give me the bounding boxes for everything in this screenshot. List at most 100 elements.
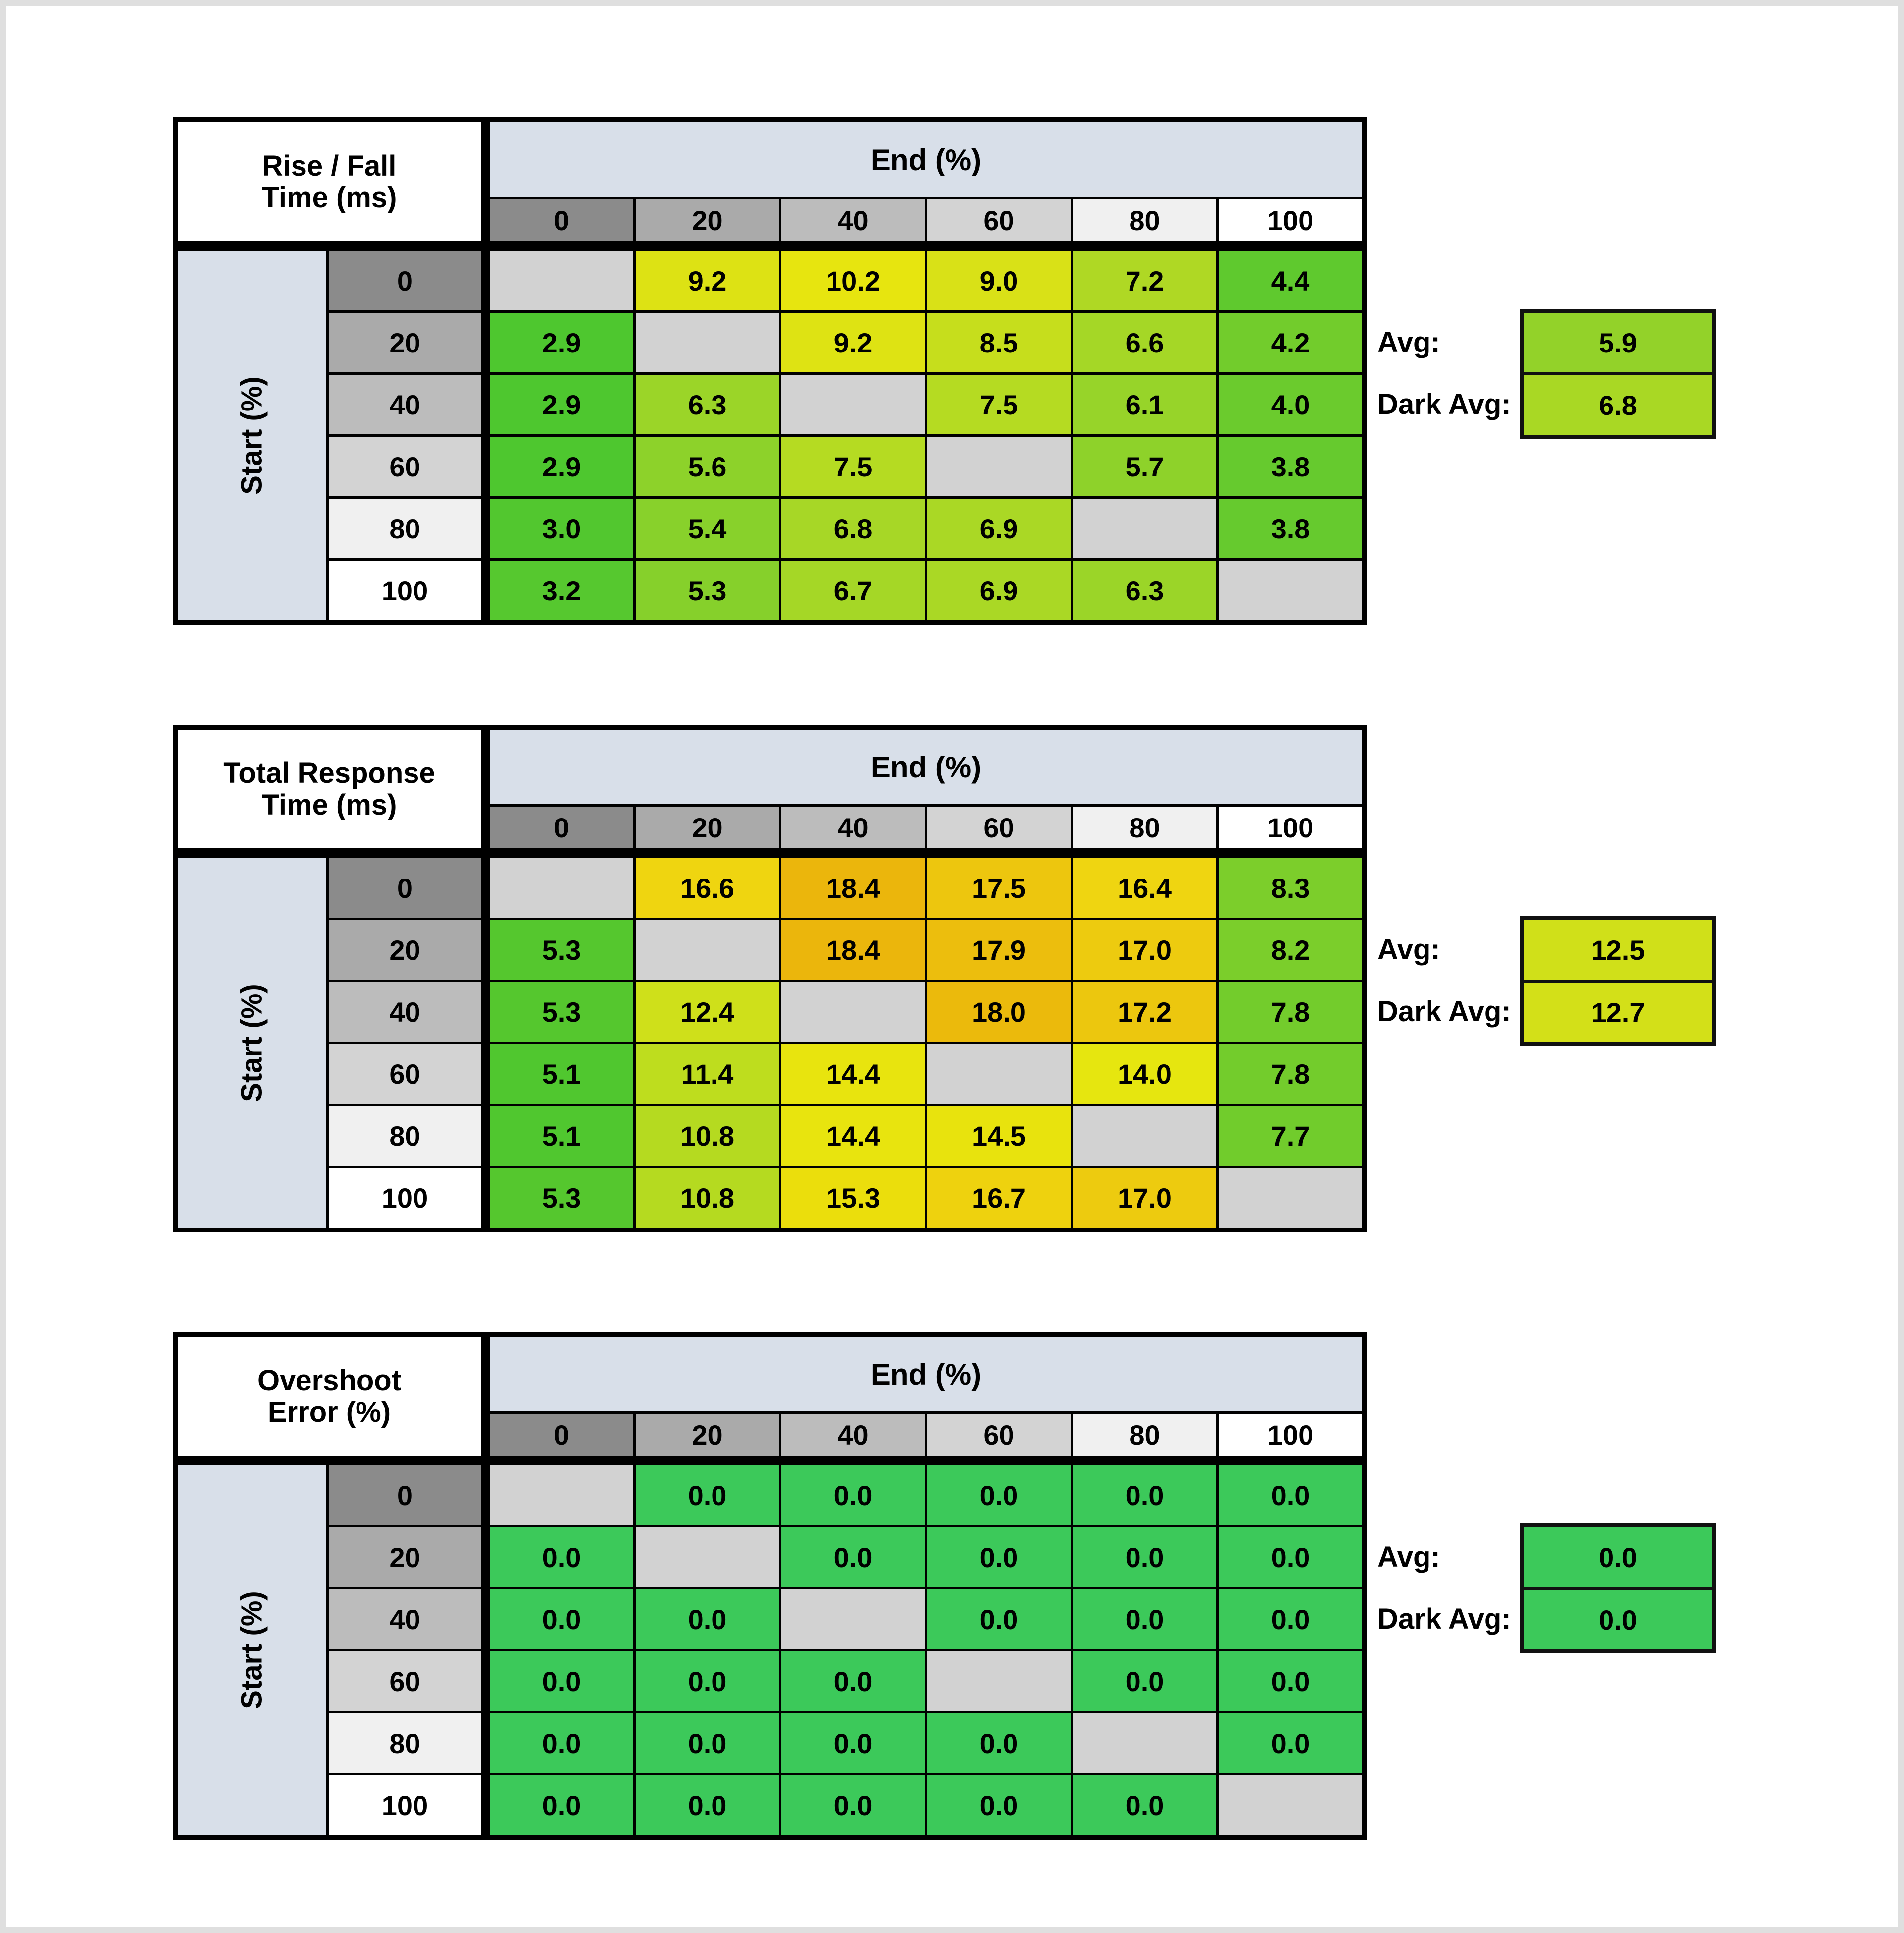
- heatmap-cell[interactable]: 17.5: [927, 858, 1071, 918]
- heatmap-cell[interactable]: 7.5: [781, 437, 925, 496]
- heatmap-cell[interactable]: 0.0: [1073, 1527, 1216, 1587]
- heatmap-cell[interactable]: 6.3: [636, 375, 779, 434]
- dark-avg-value-cell[interactable]: 12.7: [1524, 980, 1712, 1042]
- heatmap-cell[interactable]: 16.6: [636, 858, 779, 918]
- heatmap-cell[interactable]: 0.0: [490, 1589, 633, 1649]
- heatmap-cell[interactable]: 4.4: [1219, 251, 1362, 310]
- heatmap-cell[interactable]: 6.3: [1073, 561, 1216, 620]
- heatmap-cell[interactable]: 8.3: [1219, 858, 1362, 918]
- heatmap-cell[interactable]: 10.8: [636, 1106, 779, 1166]
- heatmap-cell[interactable]: 14.5: [927, 1106, 1071, 1166]
- table-title-line: Time (ms): [261, 181, 397, 214]
- heatmap-cell[interactable]: 7.8: [1219, 1044, 1362, 1104]
- heatmap-cell[interactable]: 3.8: [1219, 437, 1362, 496]
- heatmap-cell[interactable]: 17.2: [1073, 982, 1216, 1042]
- heatmap-cell[interactable]: 3.0: [490, 499, 633, 558]
- heatmap-cell[interactable]: 0.0: [490, 1713, 633, 1773]
- heatmap-cell[interactable]: 11.4: [636, 1044, 779, 1104]
- heatmap-cell[interactable]: 0.0: [1073, 1775, 1216, 1835]
- heatmap-cell[interactable]: 7.5: [927, 375, 1071, 434]
- heatmap-cell[interactable]: 17.0: [1073, 920, 1216, 980]
- heatmap-cell[interactable]: 12.4: [636, 982, 779, 1042]
- heatmap-cell[interactable]: 0.0: [636, 1775, 779, 1835]
- heatmap-cell[interactable]: 8.2: [1219, 920, 1362, 980]
- heatmap-cell[interactable]: 14.4: [781, 1044, 925, 1104]
- avg-value-cell[interactable]: 0.0: [1524, 1527, 1712, 1587]
- heatmap-cell[interactable]: 0.0: [927, 1713, 1071, 1773]
- heatmap-cell[interactable]: 0.0: [1219, 1527, 1362, 1587]
- heatmap-cell[interactable]: 5.3: [490, 920, 633, 980]
- heatmap-cell[interactable]: 5.7: [1073, 437, 1216, 496]
- dark-avg-value-cell[interactable]: 0.0: [1524, 1587, 1712, 1649]
- heatmap-cell[interactable]: 6.7: [781, 561, 925, 620]
- heatmap-cell[interactable]: 16.4: [1073, 858, 1216, 918]
- heatmap-cell[interactable]: 9.0: [927, 251, 1071, 310]
- heatmap-cell[interactable]: 17.9: [927, 920, 1071, 980]
- heatmap-cell[interactable]: 0.0: [490, 1775, 633, 1835]
- heatmap-cell[interactable]: 5.3: [636, 561, 779, 620]
- heatmap-cell[interactable]: 0.0: [781, 1465, 925, 1525]
- heatmap-cell[interactable]: 6.8: [781, 499, 925, 558]
- heatmap-cell[interactable]: 18.4: [781, 858, 925, 918]
- heatmap-cell[interactable]: 2.9: [490, 313, 633, 372]
- heatmap-cell[interactable]: 0.0: [1073, 1589, 1216, 1649]
- heatmap-cell[interactable]: 5.6: [636, 437, 779, 496]
- end-axis-header: End (%): [490, 1337, 1362, 1411]
- heatmap-cell[interactable]: 14.4: [781, 1106, 925, 1166]
- heatmap-cell[interactable]: 10.2: [781, 251, 925, 310]
- heatmap-cell[interactable]: 5.3: [490, 1168, 633, 1228]
- heatmap-cell[interactable]: 4.0: [1219, 375, 1362, 434]
- heatmap-cell[interactable]: 0.0: [636, 1651, 779, 1711]
- heatmap-cell[interactable]: 9.2: [781, 313, 925, 372]
- heatmap-cell[interactable]: 7.7: [1219, 1106, 1362, 1166]
- heatmap-cell[interactable]: 0.0: [781, 1713, 925, 1773]
- heatmap-cell[interactable]: 0.0: [1073, 1651, 1216, 1711]
- heatmap-cell[interactable]: 0.0: [1073, 1465, 1216, 1525]
- heatmap-cell[interactable]: 0.0: [1219, 1651, 1362, 1711]
- heatmap-cell[interactable]: 6.1: [1073, 375, 1216, 434]
- heatmap-cell[interactable]: 0.0: [1219, 1713, 1362, 1773]
- heatmap-cell[interactable]: 5.1: [490, 1106, 633, 1166]
- heatmap-cell[interactable]: 0.0: [927, 1527, 1071, 1587]
- heatmap-cell[interactable]: 6.9: [927, 561, 1071, 620]
- heatmap-cell-empty: [781, 1589, 925, 1649]
- heatmap-cell[interactable]: 2.9: [490, 437, 633, 496]
- heatmap-cell[interactable]: 0.0: [927, 1775, 1071, 1835]
- heatmap-cell[interactable]: 16.7: [927, 1168, 1071, 1228]
- heatmap-cell[interactable]: 14.0: [1073, 1044, 1216, 1104]
- heatmap-cell[interactable]: 0.0: [490, 1527, 633, 1587]
- heatmap-cell[interactable]: 10.8: [636, 1168, 779, 1228]
- heatmap-cell[interactable]: 3.8: [1219, 499, 1362, 558]
- heatmap-cell[interactable]: 0.0: [1219, 1465, 1362, 1525]
- heatmap-cell[interactable]: 0.0: [636, 1713, 779, 1773]
- heatmap-cell[interactable]: 0.0: [781, 1775, 925, 1835]
- heatmap-cell[interactable]: 0.0: [781, 1527, 925, 1587]
- heatmap-cell[interactable]: 0.0: [490, 1651, 633, 1711]
- heatmap-cell[interactable]: 18.4: [781, 920, 925, 980]
- heatmap-cell[interactable]: 17.0: [1073, 1168, 1216, 1228]
- heatmap-cell[interactable]: 9.2: [636, 251, 779, 310]
- dark-avg-value-cell[interactable]: 6.8: [1524, 372, 1712, 435]
- heatmap-cell[interactable]: 5.4: [636, 499, 779, 558]
- heatmap-cell[interactable]: 0.0: [927, 1589, 1071, 1649]
- heatmap-cell[interactable]: 7.8: [1219, 982, 1362, 1042]
- heatmap-cell[interactable]: 6.6: [1073, 313, 1216, 372]
- avg-value-cell[interactable]: 12.5: [1524, 920, 1712, 980]
- heatmap-cell[interactable]: 6.9: [927, 499, 1071, 558]
- heatmap-cell[interactable]: 0.0: [1219, 1589, 1362, 1649]
- heatmap-cell[interactable]: 5.1: [490, 1044, 633, 1104]
- table-title-line: Time (ms): [261, 788, 397, 821]
- heatmap-cell[interactable]: 3.2: [490, 561, 633, 620]
- heatmap-cell[interactable]: 18.0: [927, 982, 1071, 1042]
- heatmap-cell[interactable]: 0.0: [636, 1465, 779, 1525]
- heatmap-cell[interactable]: 8.5: [927, 313, 1071, 372]
- heatmap-cell[interactable]: 7.2: [1073, 251, 1216, 310]
- heatmap-cell[interactable]: 0.0: [927, 1465, 1071, 1525]
- heatmap-cell[interactable]: 15.3: [781, 1168, 925, 1228]
- heatmap-cell[interactable]: 5.3: [490, 982, 633, 1042]
- avg-value-cell[interactable]: 5.9: [1524, 313, 1712, 372]
- heatmap-cell[interactable]: 0.0: [636, 1589, 779, 1649]
- heatmap-cell[interactable]: 2.9: [490, 375, 633, 434]
- heatmap-cell[interactable]: 0.0: [781, 1651, 925, 1711]
- heatmap-cell[interactable]: 4.2: [1219, 313, 1362, 372]
